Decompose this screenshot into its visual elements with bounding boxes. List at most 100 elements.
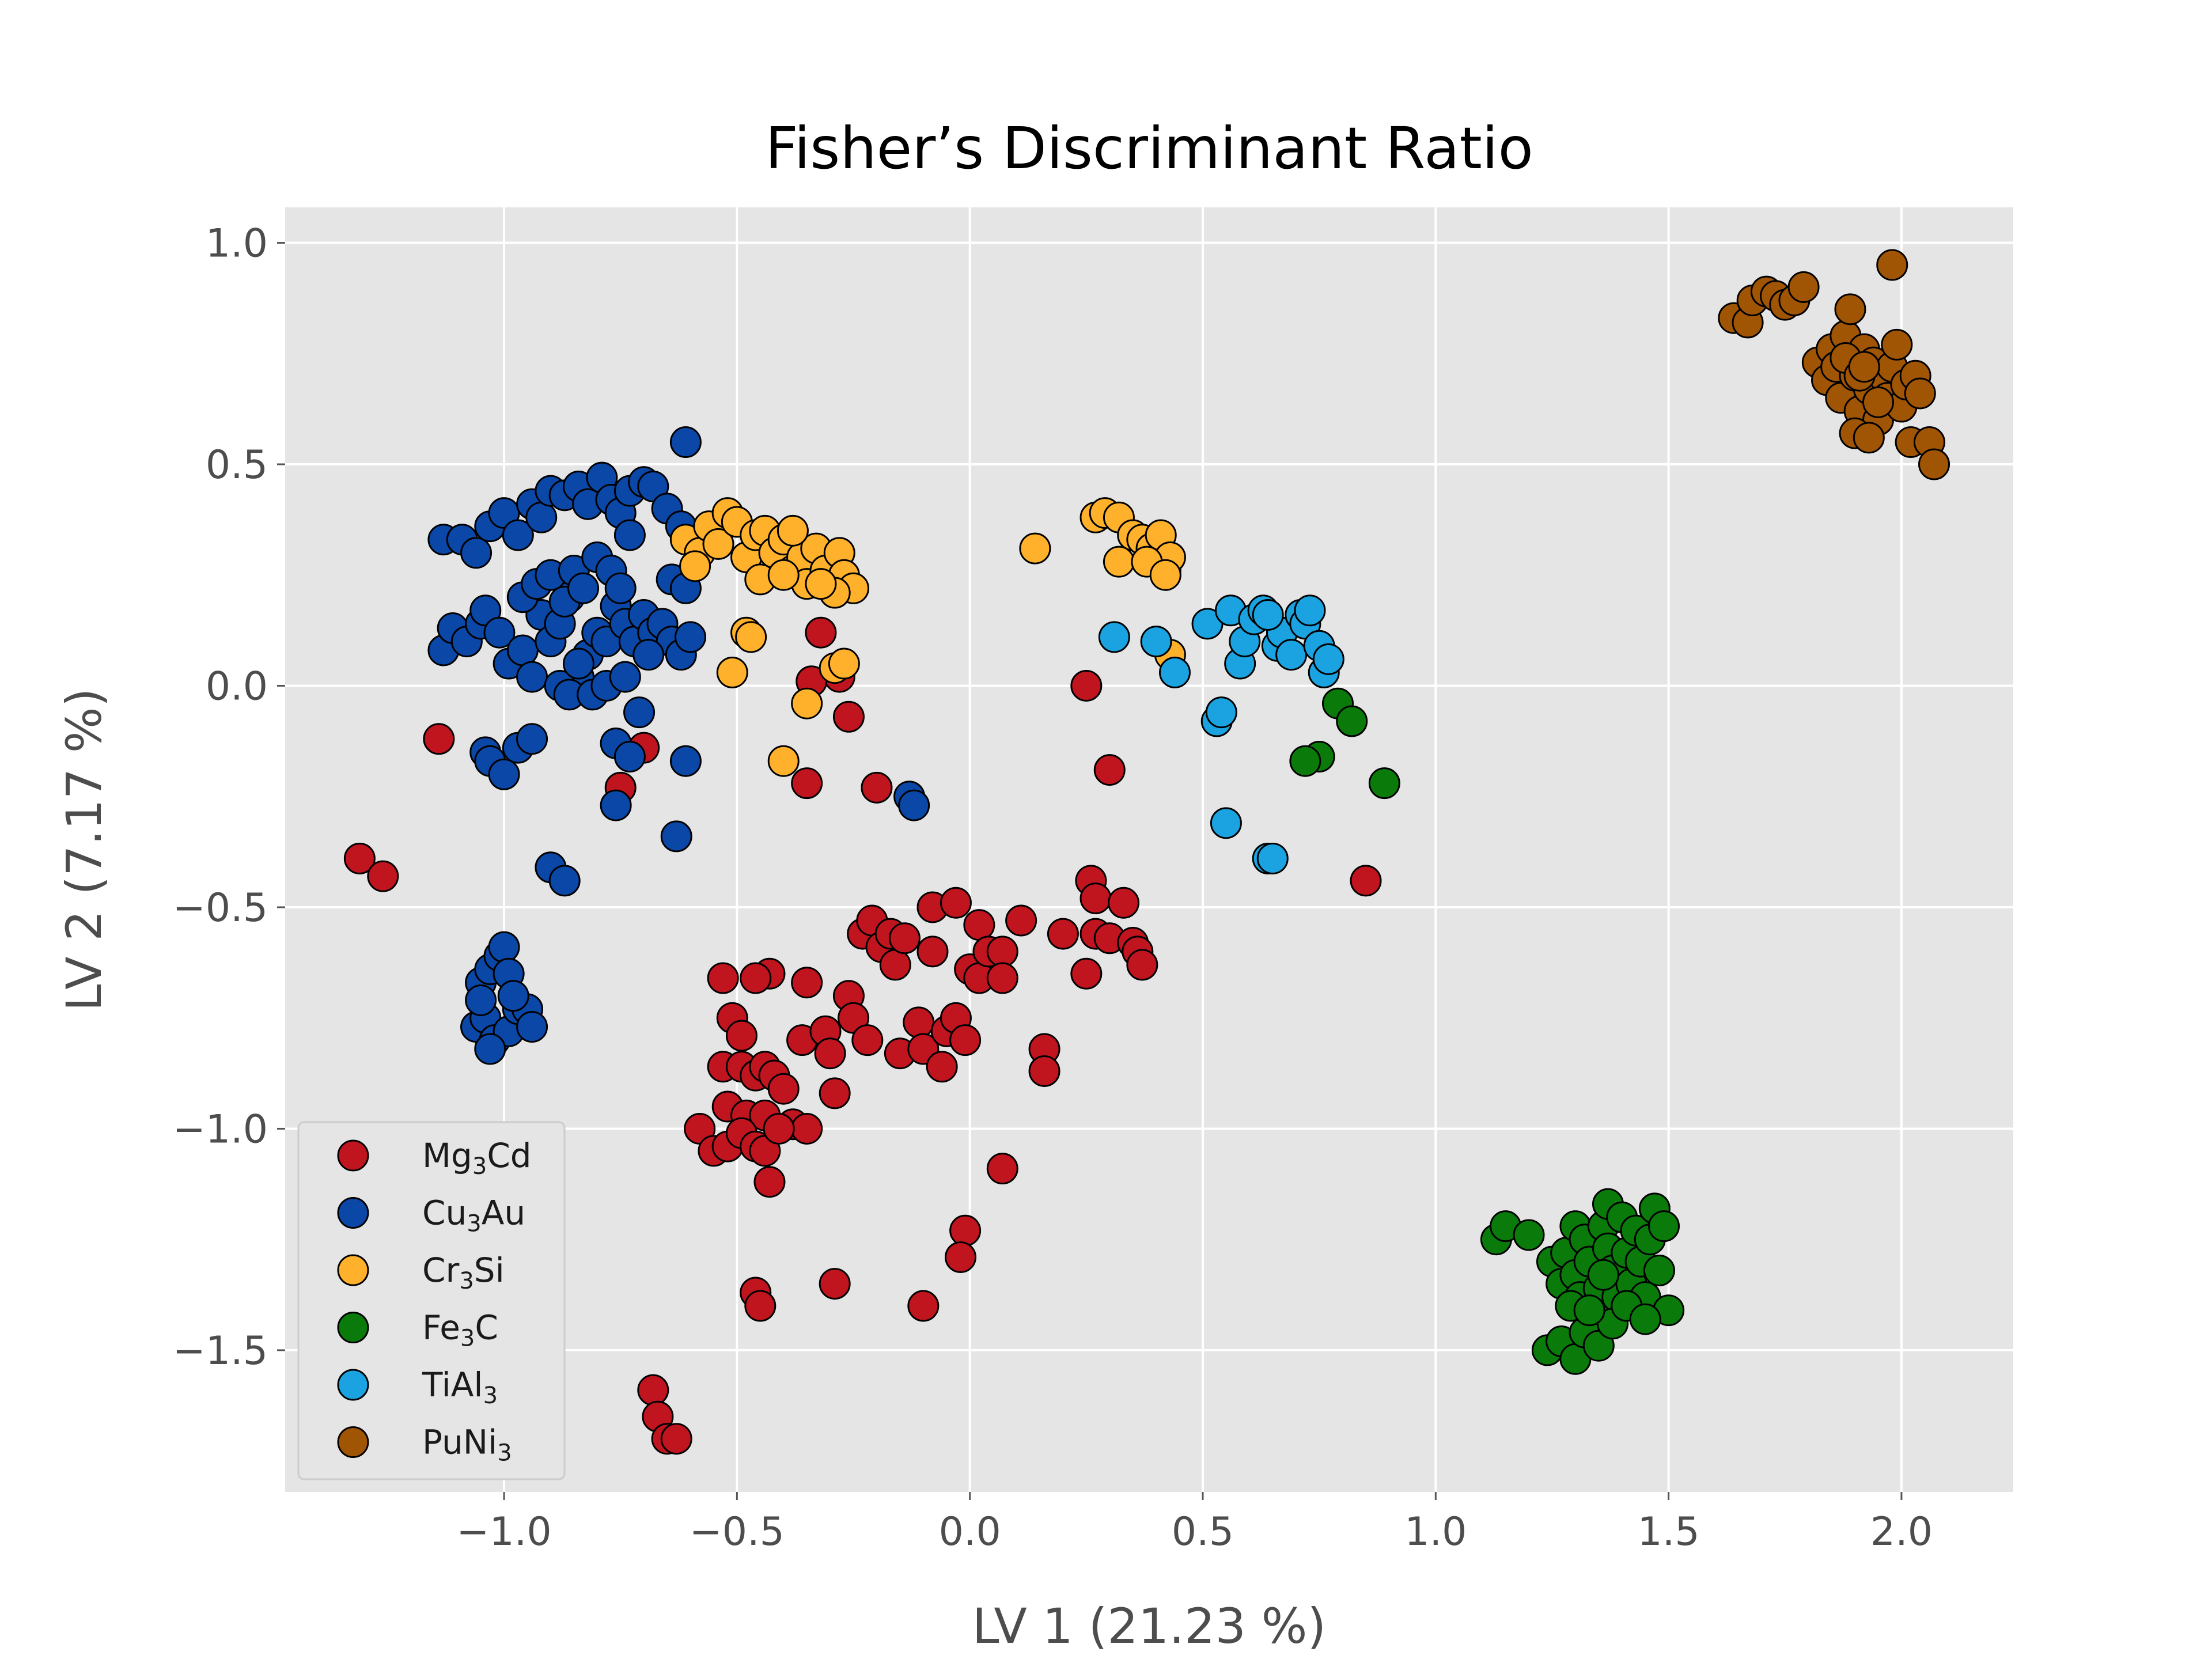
- data-point: [1648, 1210, 1680, 1243]
- data-point: [1289, 745, 1321, 777]
- data-point: [1047, 918, 1079, 950]
- data-point: [465, 984, 497, 1016]
- data-point: [1787, 271, 1820, 303]
- data-point: [1252, 599, 1284, 631]
- data-point: [1513, 1219, 1545, 1251]
- chart-title: Fisher’s Discriminant Ratio: [765, 115, 1533, 182]
- data-point: [1918, 448, 1950, 480]
- data-point: [814, 1037, 846, 1070]
- series-puni: [1718, 249, 1950, 480]
- data-point: [791, 1112, 823, 1145]
- data-point: [1294, 594, 1326, 627]
- data-point: [949, 1024, 982, 1056]
- data-point: [1210, 807, 1242, 839]
- data-point: [567, 572, 600, 604]
- data-point: [483, 616, 516, 649]
- x-tick-label: 1.5: [1638, 1509, 1700, 1555]
- data-point: [916, 935, 949, 968]
- legend-entry: Mg3Cd: [422, 1136, 532, 1180]
- data-point: [506, 634, 539, 666]
- plot-area: [285, 207, 2013, 1492]
- data-point: [791, 687, 823, 719]
- data-point: [1587, 1259, 1619, 1291]
- data-point: [423, 723, 455, 755]
- data-point: [516, 723, 548, 755]
- data-point: [805, 616, 837, 649]
- data-point: [623, 696, 656, 729]
- data-point: [1350, 865, 1382, 897]
- data-point: [669, 745, 702, 777]
- legend-entry: PuNi3: [422, 1423, 512, 1467]
- data-point: [740, 962, 772, 994]
- data-point: [898, 789, 930, 821]
- data-point: [828, 647, 860, 680]
- data-point: [1573, 1294, 1605, 1327]
- x-tick-label: 2.0: [1870, 1509, 1933, 1555]
- data-point: [488, 758, 520, 790]
- data-point: [600, 789, 632, 821]
- data-point: [637, 1374, 669, 1406]
- series-fec: [1289, 687, 1685, 1375]
- data-point: [949, 1214, 982, 1247]
- data-point: [548, 865, 581, 897]
- data-point: [1158, 656, 1191, 688]
- data-point: [851, 1024, 884, 1056]
- y-tick-label: 0.5: [206, 442, 268, 488]
- legend-entry: TiAl3: [422, 1365, 498, 1409]
- data-point: [1080, 882, 1112, 915]
- data-point: [669, 426, 702, 459]
- x-axis-label: LV 1 (21.23 %): [972, 1598, 1326, 1654]
- data-point: [1108, 887, 1140, 919]
- y-axis-label: LV 2 (7.17 %): [56, 688, 112, 1012]
- tick-marks: −1.0 −0.5 0.0 0.5 1.0 1.5 2.0 1.0 0.5 0.0 −0.5 −1.0…: [173, 221, 1933, 1555]
- data-point: [632, 639, 665, 671]
- data-point: [613, 519, 646, 551]
- x-tick-label: −1.0: [456, 1509, 551, 1555]
- data-point: [525, 501, 558, 533]
- data-point: [1862, 386, 1894, 418]
- data-point: [986, 1153, 1018, 1185]
- data-point: [660, 1423, 692, 1455]
- data-point: [903, 1006, 935, 1039]
- data-point: [1098, 621, 1130, 653]
- data-point: [1256, 842, 1289, 874]
- data-point: [1848, 351, 1880, 383]
- data-point: [497, 980, 529, 1012]
- data-point: [907, 1290, 940, 1322]
- legend-marker: [337, 1197, 369, 1229]
- data-point: [707, 962, 739, 994]
- y-tick-label: 0.0: [206, 664, 268, 709]
- legend-entry: Fe3C: [422, 1308, 498, 1352]
- data-point: [516, 1011, 548, 1043]
- data-point: [460, 537, 493, 569]
- data-point: [1881, 328, 1913, 361]
- data-point: [767, 559, 800, 591]
- legend-marker: [337, 1254, 369, 1286]
- legend-entry: Cr3Si: [422, 1251, 505, 1294]
- data-point: [767, 1073, 800, 1105]
- data-point: [613, 741, 646, 773]
- x-tick-label: −0.5: [690, 1509, 785, 1555]
- data-point: [1834, 293, 1866, 325]
- data-point: [725, 1020, 757, 1052]
- data-point: [1876, 249, 1908, 281]
- y-tick-label: −1.5: [173, 1328, 268, 1374]
- data-point: [1070, 957, 1103, 990]
- data-point: [940, 887, 972, 919]
- legend-marker: [337, 1426, 369, 1458]
- data-point: [819, 1268, 851, 1300]
- data-point: [675, 621, 707, 653]
- data-point: [879, 949, 911, 981]
- data-point: [888, 922, 921, 955]
- series-mgcd: [343, 616, 1382, 1455]
- data-point: [986, 935, 1018, 968]
- data-point: [767, 745, 800, 777]
- data-point: [963, 909, 995, 941]
- data-point: [1019, 532, 1051, 565]
- y-tick-label: 1.0: [206, 221, 268, 267]
- data-point: [986, 962, 1018, 994]
- data-point: [716, 656, 748, 688]
- data-point: [1140, 626, 1172, 658]
- data-point: [474, 1033, 506, 1065]
